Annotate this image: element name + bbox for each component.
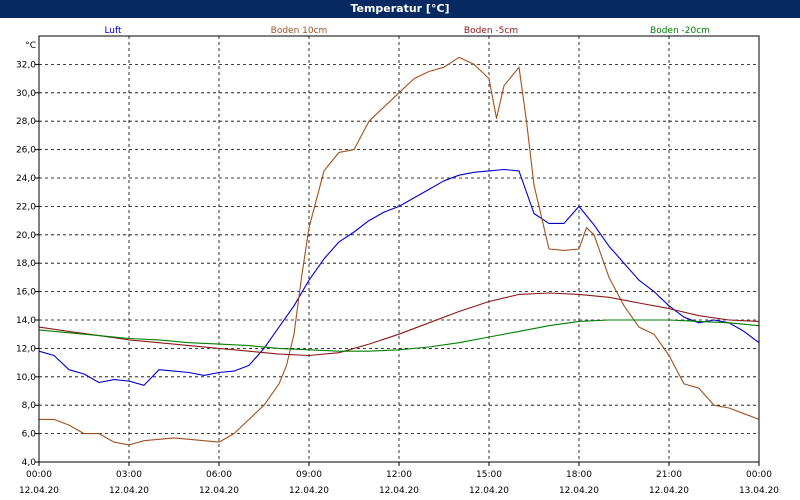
y-tick-label: 8,0 xyxy=(22,401,37,411)
legend-entry: Luft xyxy=(104,26,122,36)
x-tick-time-label: 18:00 xyxy=(566,470,592,480)
x-tick-date-label: 12.04.20 xyxy=(289,486,329,496)
x-tick-time-label: 00:00 xyxy=(746,470,772,480)
y-tick-label: 12,0 xyxy=(16,344,36,354)
x-tick-date-label: 13.04.20 xyxy=(739,486,779,496)
x-tick-time-label: 15:00 xyxy=(476,470,502,480)
x-tick-date-label: 12.04.20 xyxy=(109,486,149,496)
x-tick-date-label: 12.04.20 xyxy=(379,486,419,496)
y-tick-label: 10,0 xyxy=(16,373,36,383)
x-tick-time-label: 12:00 xyxy=(386,470,412,480)
y-tick-label: 22,0 xyxy=(16,202,36,212)
y-tick-label: 14,0 xyxy=(16,316,36,326)
x-tick-date-label: 12.04.20 xyxy=(199,486,239,496)
legend-entry: Boden -5cm xyxy=(464,26,518,36)
y-tick-label: 16,0 xyxy=(16,288,36,298)
y-tick-label: 32,0 xyxy=(16,60,36,70)
x-tick-time-label: 03:00 xyxy=(116,470,142,480)
x-tick-time-label: 21:00 xyxy=(656,470,682,480)
y-tick-label: 6,0 xyxy=(22,430,37,440)
y-tick-label: 20,0 xyxy=(16,231,36,241)
x-tick-date-label: 12.04.20 xyxy=(19,486,59,496)
x-tick-date-label: 12.04.20 xyxy=(469,486,509,496)
series-line xyxy=(38,168,760,386)
y-tick-label: 18,0 xyxy=(16,259,36,269)
y-tick-label: 4,0 xyxy=(22,458,37,468)
y-tick-label: 28,0 xyxy=(16,117,36,127)
y-tick-label: 30,0 xyxy=(16,89,36,99)
x-tick-time-label: 09:00 xyxy=(296,470,322,480)
x-tick-time-label: 00:00 xyxy=(26,470,52,480)
y-axis-label: °C xyxy=(25,41,36,51)
series-line xyxy=(38,319,760,352)
x-tick-date-label: 12.04.20 xyxy=(559,486,599,496)
y-tick-label: 24,0 xyxy=(16,174,36,184)
series-line xyxy=(39,56,760,446)
y-tick-label: 26,0 xyxy=(16,146,36,156)
chart-title: Temperatur [°C] xyxy=(0,0,800,18)
series-line xyxy=(38,292,760,357)
legend-entry: Boden -20cm xyxy=(650,26,710,36)
x-tick-time-label: 06:00 xyxy=(206,470,232,480)
x-tick-date-label: 12.04.20 xyxy=(649,486,689,496)
legend-entry: Boden 10cm xyxy=(271,26,328,36)
